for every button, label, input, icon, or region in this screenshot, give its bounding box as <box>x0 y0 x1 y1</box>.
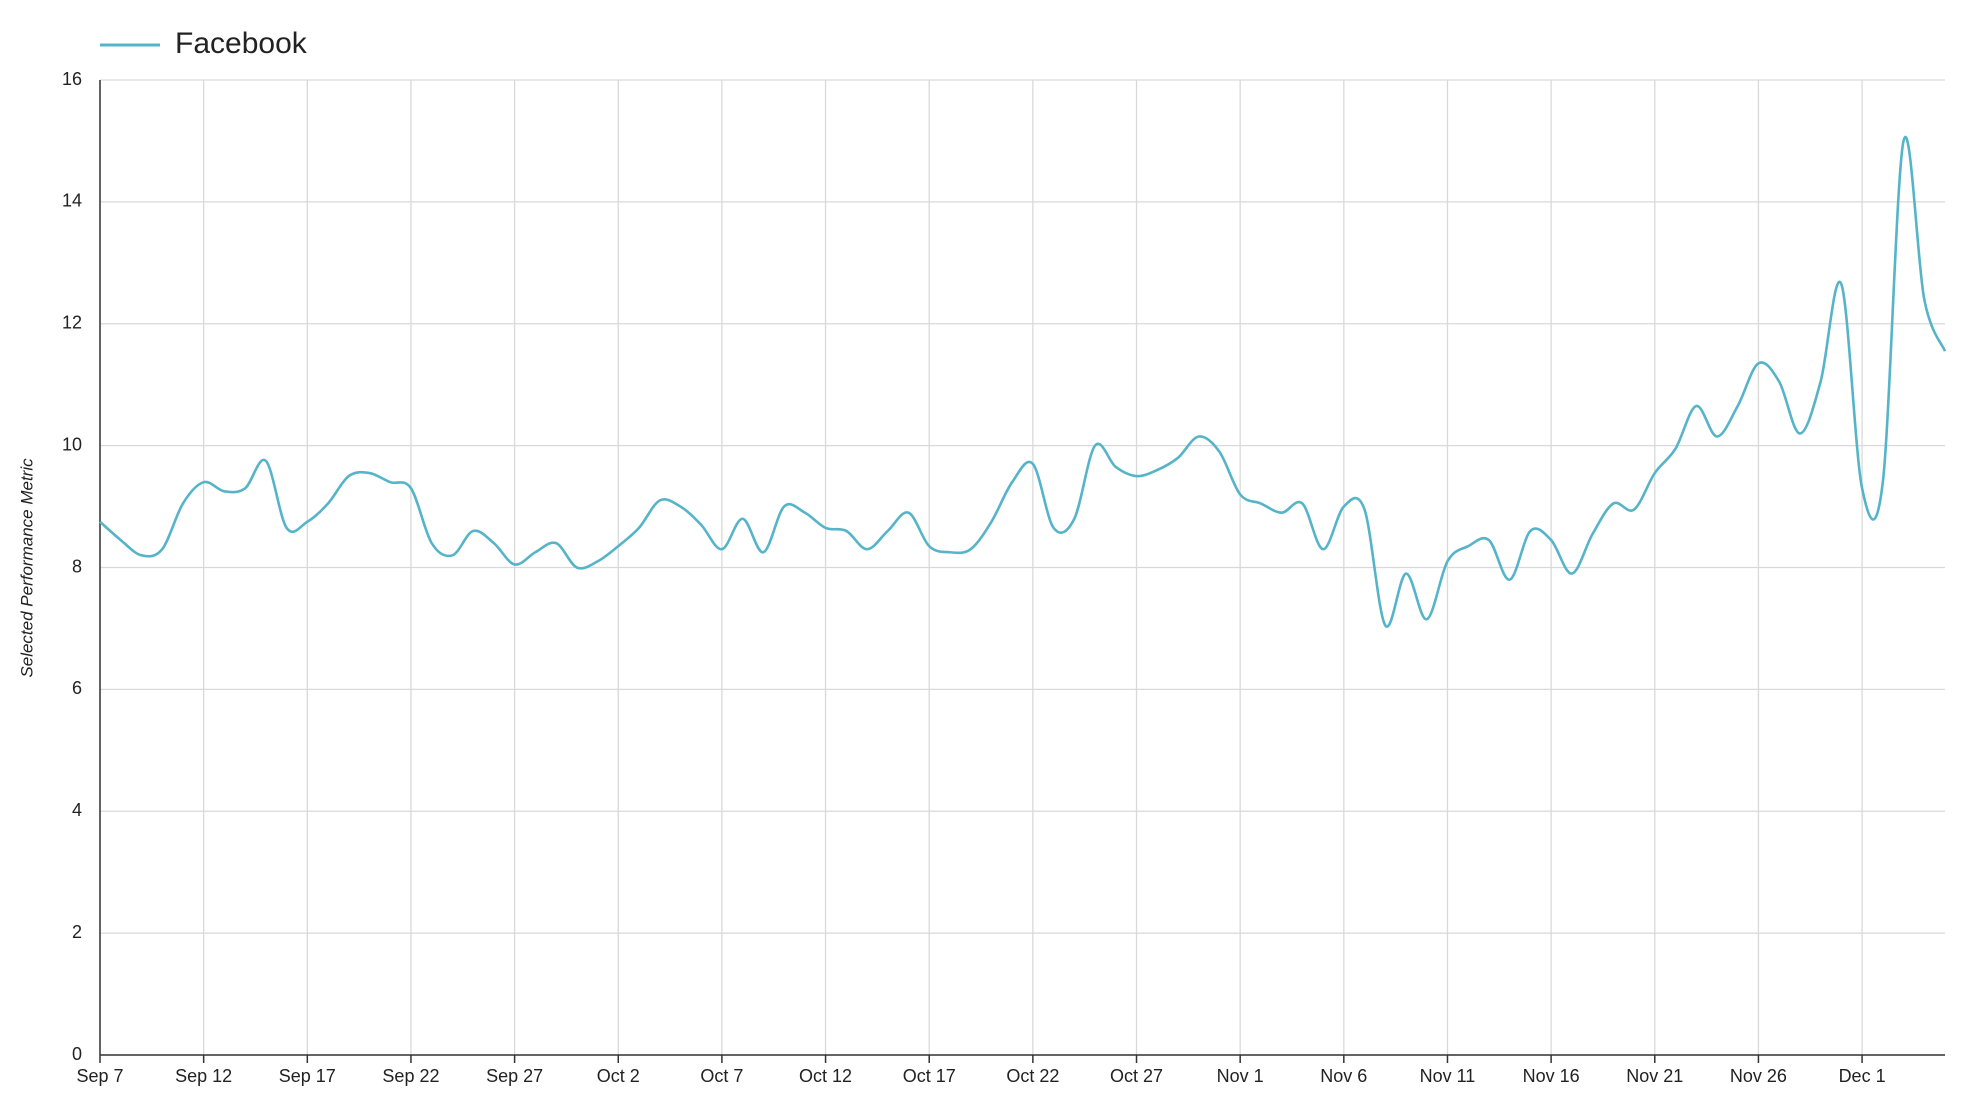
y-tick-label: 2 <box>72 922 82 942</box>
y-tick-label: 10 <box>62 434 82 454</box>
y-tick-label: 6 <box>72 678 82 698</box>
y-tick-label: 16 <box>62 69 82 89</box>
x-tick-label: Oct 7 <box>700 1066 743 1086</box>
x-tick-label: Oct 2 <box>597 1066 640 1086</box>
x-tick-label: Sep 27 <box>486 1066 543 1086</box>
x-tick-label: Sep 12 <box>175 1066 232 1086</box>
x-tick-label: Sep 17 <box>279 1066 336 1086</box>
y-tick-label: 8 <box>72 556 82 576</box>
x-tick-label: Oct 22 <box>1006 1066 1059 1086</box>
y-tick-label: 12 <box>62 313 82 333</box>
x-tick-label: Sep 22 <box>382 1066 439 1086</box>
x-tick-label: Dec 1 <box>1839 1066 1886 1086</box>
x-tick-label: Nov 1 <box>1217 1066 1264 1086</box>
y-tick-label: 0 <box>72 1044 82 1064</box>
x-tick-label: Nov 11 <box>1420 1066 1476 1086</box>
x-tick-label: Nov 16 <box>1523 1066 1580 1086</box>
x-tick-label: Nov 6 <box>1320 1066 1367 1086</box>
x-tick-label: Nov 26 <box>1730 1066 1787 1086</box>
x-tick-label: Oct 12 <box>799 1066 852 1086</box>
x-tick-label: Sep 7 <box>76 1066 123 1086</box>
x-tick-label: Oct 27 <box>1110 1066 1163 1086</box>
data-line <box>99 135 1947 628</box>
y-tick-label: 4 <box>72 800 82 820</box>
y-axis-label: Selected Performance Metric <box>17 458 36 678</box>
legend-label: Facebook <box>175 27 308 60</box>
x-tick-label: Nov 21 <box>1626 1066 1683 1086</box>
y-tick-label: 14 <box>62 191 82 211</box>
x-tick-label: Oct 17 <box>903 1066 956 1086</box>
